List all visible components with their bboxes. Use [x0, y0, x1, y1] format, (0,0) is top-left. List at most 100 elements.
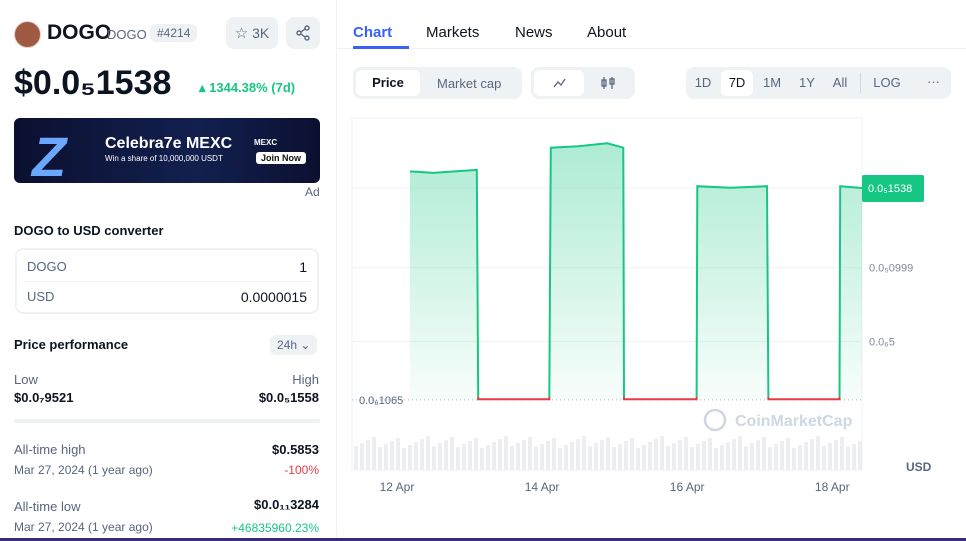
range-button[interactable]: 1M	[762, 75, 782, 90]
volume-bar	[498, 439, 502, 470]
volume-bar	[582, 436, 586, 470]
style-line[interactable]	[534, 70, 584, 96]
volume-bar	[798, 445, 802, 470]
volume-bar	[816, 436, 820, 470]
volume-bar	[576, 439, 580, 470]
range-button[interactable]: 1Y	[799, 75, 815, 90]
y-unit: USD	[906, 460, 932, 474]
volume-bar	[684, 437, 688, 470]
divider	[336, 0, 337, 541]
volume-bar	[732, 439, 736, 470]
volume-bar	[648, 442, 652, 470]
volume-bar	[606, 437, 610, 470]
ad-banner[interactable]: Z Celebra7e MEXC Win a share of 10,000,0…	[14, 118, 320, 188]
ath-date: Mar 27, 2024 (1 year ago)	[14, 463, 153, 477]
volume-bar	[558, 448, 562, 470]
converter-sep	[23, 281, 311, 282]
chart-style-toggle	[531, 67, 635, 99]
volume-bar	[804, 442, 808, 470]
more-button[interactable]: ···	[927, 74, 940, 89]
volume-bar	[768, 447, 772, 470]
ad-cta[interactable]: Join Now	[256, 152, 306, 164]
tab-chart[interactable]: Chart	[353, 24, 393, 41]
volume-bar	[774, 444, 778, 470]
volume-bar	[426, 436, 430, 470]
high-label: High	[292, 372, 319, 387]
atl-label: All-time low	[14, 499, 81, 514]
volume-bar	[846, 447, 850, 470]
volume-bar	[372, 437, 376, 470]
volume-bar	[360, 443, 364, 470]
volume-bar	[714, 448, 718, 470]
tab-news[interactable]: News	[515, 24, 553, 41]
x-tick-label: 14 Apr	[525, 480, 560, 494]
volume-bar	[660, 436, 664, 470]
volume-bar	[456, 447, 460, 470]
volume-bar	[762, 437, 766, 470]
y-tick-label: 0.0₆5	[869, 337, 895, 349]
bottom-bar	[0, 538, 966, 541]
volume-bar	[528, 437, 532, 470]
tab-markets[interactable]: Markets	[426, 24, 480, 41]
volume-bar	[546, 441, 550, 470]
share-button[interactable]	[286, 17, 320, 49]
range-button[interactable]: All	[832, 75, 848, 90]
watermark: CoinMarketCap	[735, 413, 853, 430]
volume-bar	[444, 440, 448, 470]
coin-symbol: DOGO	[107, 27, 147, 42]
volume-bar	[852, 444, 856, 470]
atl-date: Mar 27, 2024 (1 year ago)	[14, 520, 153, 534]
x-tick-label: 12 Apr	[380, 480, 415, 494]
volume-bar	[504, 436, 508, 470]
low-label: Low	[14, 372, 38, 387]
volume-bar	[396, 438, 400, 470]
volume-bar	[552, 438, 556, 470]
volume-bar	[468, 441, 472, 470]
x-tick-label: 16 Apr	[670, 480, 705, 494]
volume-bar	[654, 439, 658, 470]
mode-mcap[interactable]: Market cap	[437, 76, 502, 91]
range-button[interactable]: LOG	[873, 75, 901, 90]
range-bar	[14, 419, 320, 423]
period-select[interactable]: 24h ⌄	[270, 335, 318, 355]
watch-count: 3K	[252, 25, 270, 41]
volume-bar	[570, 442, 574, 470]
volume-bar	[708, 438, 712, 470]
volume-bar	[492, 442, 496, 470]
share-icon	[296, 25, 310, 41]
volume-bar	[750, 443, 754, 470]
volume-bar	[534, 447, 538, 470]
style-candle[interactable]	[584, 70, 634, 96]
ad-headline: Celebra7e MEXC	[105, 135, 233, 152]
volume-bar	[432, 446, 436, 470]
volume-bar	[630, 438, 634, 470]
mode-price[interactable]: Price	[356, 70, 420, 96]
ad-subline: Win a share of 10,000,000 USDT	[105, 154, 223, 163]
volume-bar	[438, 443, 442, 470]
volume-bar	[588, 446, 592, 470]
volume-bar	[756, 440, 760, 470]
last-price-box	[862, 174, 924, 202]
volume-bar	[624, 441, 628, 470]
tab-underline	[353, 46, 409, 49]
volume-bar	[420, 439, 424, 470]
volume-bar	[402, 448, 406, 470]
range-button[interactable]: 7D	[728, 75, 746, 90]
volume-bar	[378, 447, 382, 470]
tab-about[interactable]: About	[587, 24, 627, 41]
volume-bar	[786, 438, 790, 470]
volume-bar	[366, 440, 370, 470]
volume-bar	[792, 448, 796, 470]
performance-title: Price performance	[14, 337, 129, 352]
volume-bar	[408, 445, 412, 470]
volume-bar	[540, 444, 544, 470]
last-price-label: 0.0₅1538	[868, 183, 912, 195]
range-button[interactable]: 1D	[694, 75, 712, 90]
ad-label: Ad	[305, 185, 320, 199]
watchlist-button[interactable]: ☆ 3K	[226, 17, 278, 49]
price-change: ▴ 1344.38% (7d)	[199, 80, 296, 95]
converter-box[interactable]: DOGO 1 USD 0.0000015	[15, 248, 319, 314]
y-tick-label: 0.0₅0999	[869, 263, 913, 275]
volume-bar	[642, 445, 646, 470]
